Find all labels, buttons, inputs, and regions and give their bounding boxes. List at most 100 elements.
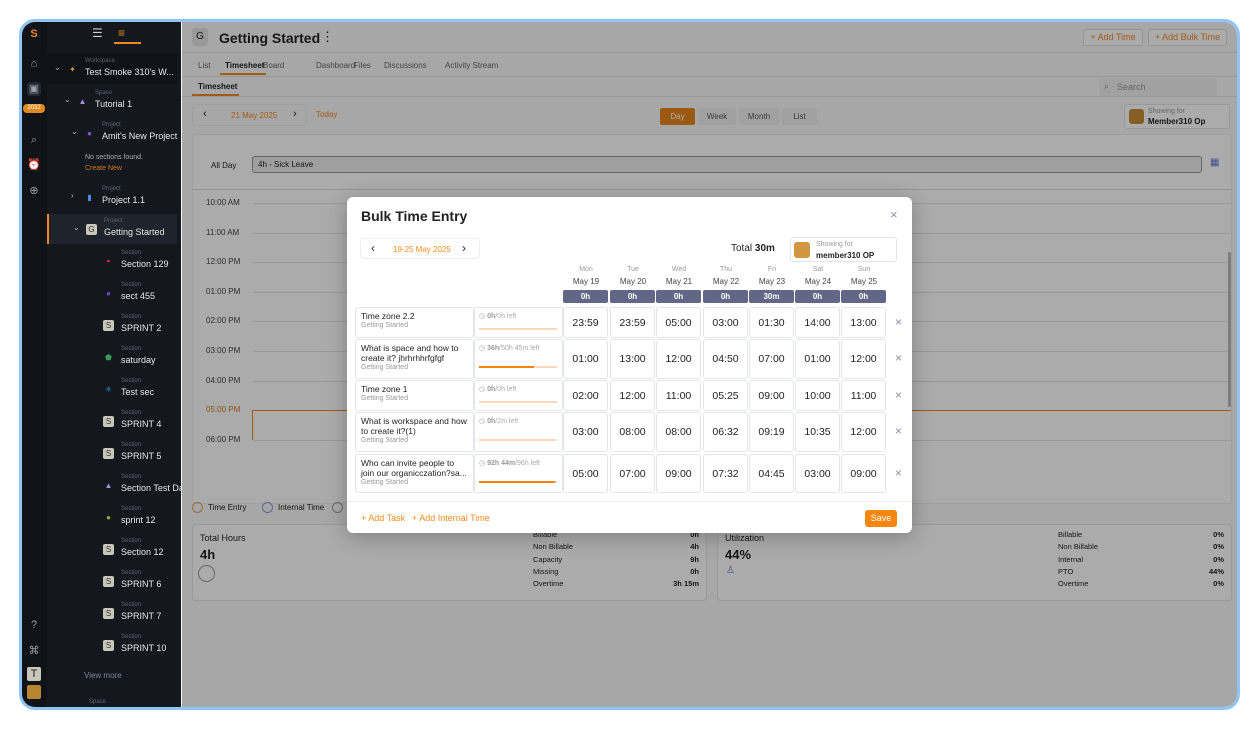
prev-day-button[interactable]: ‹ [203,108,207,120]
chevron-down-icon[interactable]: ⌄ [64,95,71,104]
time-input[interactable]: 09:00 [749,380,794,411]
sidebar-section[interactable]: ▲ Section Section Test Dash [47,470,194,500]
add-bulk-time-button[interactable]: + Add Bulk Time [1148,29,1227,46]
week-range[interactable]: 19-25 May 2025 [393,245,451,254]
showing-for-selector[interactable]: Showing for Member310 Op [1124,104,1230,129]
task-cell[interactable]: What is space and how to create it? jhrh… [355,339,474,379]
sidebar-project-1-1[interactable]: › ▮ Project Project 1.1 [47,182,177,212]
help-icon[interactable]: ? [30,619,38,631]
time-input[interactable]: 01:00 [795,339,840,379]
command-icon[interactable]: ⌘ [28,645,40,657]
task-cell[interactable]: What is workspace and how to create it?(… [355,412,474,452]
tab-activity-stream[interactable]: Activity Stream [445,61,499,70]
create-new-link[interactable]: Create New [85,165,122,172]
time-entry-block[interactable] [252,410,253,441]
list-view-icon[interactable]: ☰ [92,26,103,40]
time-input[interactable]: 04:45 [749,454,794,493]
next-day-button[interactable]: › [293,108,297,120]
tab-timesheet[interactable]: Timesheet [225,61,265,70]
remove-row-icon[interactable]: × [895,424,903,438]
today-button[interactable]: Today [316,110,338,119]
sidebar-workspace[interactable]: ⌄ ✦ Workspace Test Smoke 310's W... [47,54,177,84]
chevron-down-icon[interactable]: ⌄ [73,223,80,232]
sidebar-section[interactable]: S Section SPRINT 7 [47,598,177,628]
time-input[interactable]: 05:00 [656,307,701,338]
time-input[interactable]: 05:00 [563,454,608,493]
chevron-right-icon[interactable]: › [71,191,74,200]
search-icon[interactable]: ⌕ [30,134,38,146]
view-more-link[interactable]: View more [84,671,122,680]
save-button[interactable]: Save [865,510,897,527]
add-circle-icon[interactable]: ⊕ [29,185,39,197]
tab-files[interactable]: Files [354,61,371,70]
next-week-button[interactable]: › [462,241,466,255]
time-input[interactable]: 13:00 [841,307,886,338]
time-input[interactable]: 04:50 [703,339,748,379]
time-input[interactable]: 12:00 [656,339,701,379]
view-day-button[interactable]: Day [660,108,695,125]
add-internal-time-button[interactable]: + Add Internal Time [412,513,490,523]
time-input[interactable]: 08:00 [656,412,701,452]
tab-list[interactable]: List [198,61,211,70]
sidebar-section[interactable]: ✳ Section Test sec [47,374,177,404]
time-input[interactable]: 09:19 [749,412,794,452]
time-input[interactable]: 23:59 [563,307,608,338]
time-input[interactable]: 12:00 [841,412,886,452]
more-options-icon[interactable]: ⋮ [321,29,334,44]
time-input[interactable]: 05:25 [703,380,748,411]
alarm-icon[interactable]: ⏰ [27,159,41,171]
time-input[interactable]: 09:00 [841,454,886,493]
close-icon[interactable]: × [890,207,898,222]
sidebar-space[interactable]: ⌄ ▲ Space Tutorial 1 [47,86,177,116]
all-day-entry[interactable]: 4h - Sick Leave [252,156,1202,173]
time-input[interactable]: 11:00 [841,380,886,411]
view-list-button[interactable]: List [782,108,817,125]
task-cell[interactable]: Who can invite people to join our organi… [355,454,474,493]
current-date[interactable]: 21 May 2025 [231,111,278,120]
time-input[interactable]: 03:00 [795,454,840,493]
user-avatar[interactable] [27,685,41,699]
view-week-button[interactable]: Week [698,108,736,125]
time-input[interactable]: 01:30 [749,307,794,338]
home-icon[interactable]: ⌂ [30,58,38,70]
add-task-button[interactable]: + Add Task [361,513,406,523]
task-cell[interactable]: Time zone 1 Getting Started [355,380,474,411]
chevron-down-icon[interactable]: ⌄ [54,63,61,72]
sidebar-section[interactable]: S Section SPRINT 5 [47,438,177,468]
remove-row-icon[interactable]: × [895,387,903,402]
time-input[interactable]: 10:00 [795,380,840,411]
time-input[interactable]: 10:35 [795,412,840,452]
sidebar-section[interactable]: S Section Section 12 [47,534,177,564]
subtab-timesheet[interactable]: Timesheet [198,82,238,91]
view-month-button[interactable]: Month [739,108,779,125]
time-input[interactable]: 07:00 [610,454,655,493]
sidebar-section[interactable]: ◓ Section Section 129 [47,246,177,276]
chevron-down-icon[interactable]: ⌄ [71,127,78,136]
tab-discussions[interactable]: Discussions [384,61,427,70]
remove-row-icon[interactable]: × [895,351,903,365]
add-time-button[interactable]: + Add Time [1083,29,1143,46]
tab-board[interactable]: Board [263,61,285,70]
modal-showing-for[interactable]: Showing for member310 OP [790,237,897,262]
time-input[interactable]: 13:00 [610,339,655,379]
time-input[interactable]: 07:32 [703,454,748,493]
tree-view-icon[interactable]: ≡ [118,26,126,40]
time-input[interactable]: 03:00 [703,307,748,338]
scrollbar[interactable] [1228,252,1231,407]
sidebar-section[interactable]: ⬟ Section saturday [47,342,177,372]
sidebar-section[interactable]: S Section SPRINT 10 [47,630,177,660]
time-input[interactable]: 06:32 [703,412,748,452]
sidebar-project-getting-started[interactable]: ⌄ G Project Getting Started [47,214,177,244]
time-input[interactable]: 08:00 [610,412,655,452]
time-input[interactable]: 23:59 [610,307,655,338]
time-input[interactable]: 12:00 [841,339,886,379]
task-cell[interactable]: Time zone 2.2 Getting Started [355,307,474,338]
briefcase-icon[interactable]: ▣ [27,82,41,96]
prev-week-button[interactable]: ‹ [371,241,375,255]
remove-row-icon[interactable]: × [895,314,903,329]
sidebar-section[interactable]: ● Section sprint 12 [47,502,177,532]
sidebar-section[interactable]: ● Section sect 455 [47,278,177,308]
time-input[interactable]: 02:00 [563,380,608,411]
time-input[interactable]: 07:00 [749,339,794,379]
sidebar-section[interactable]: S Section SPRINT 6 [47,566,177,596]
